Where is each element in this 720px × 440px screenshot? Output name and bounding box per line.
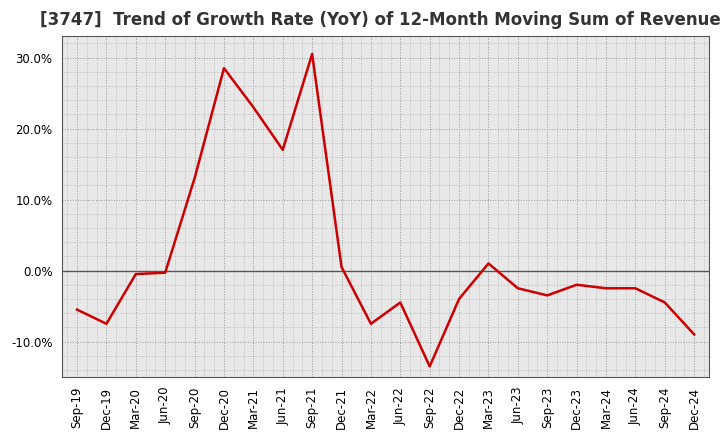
- Title: [3747]  Trend of Growth Rate (YoY) of 12-Month Moving Sum of Revenues: [3747] Trend of Growth Rate (YoY) of 12-…: [40, 11, 720, 29]
